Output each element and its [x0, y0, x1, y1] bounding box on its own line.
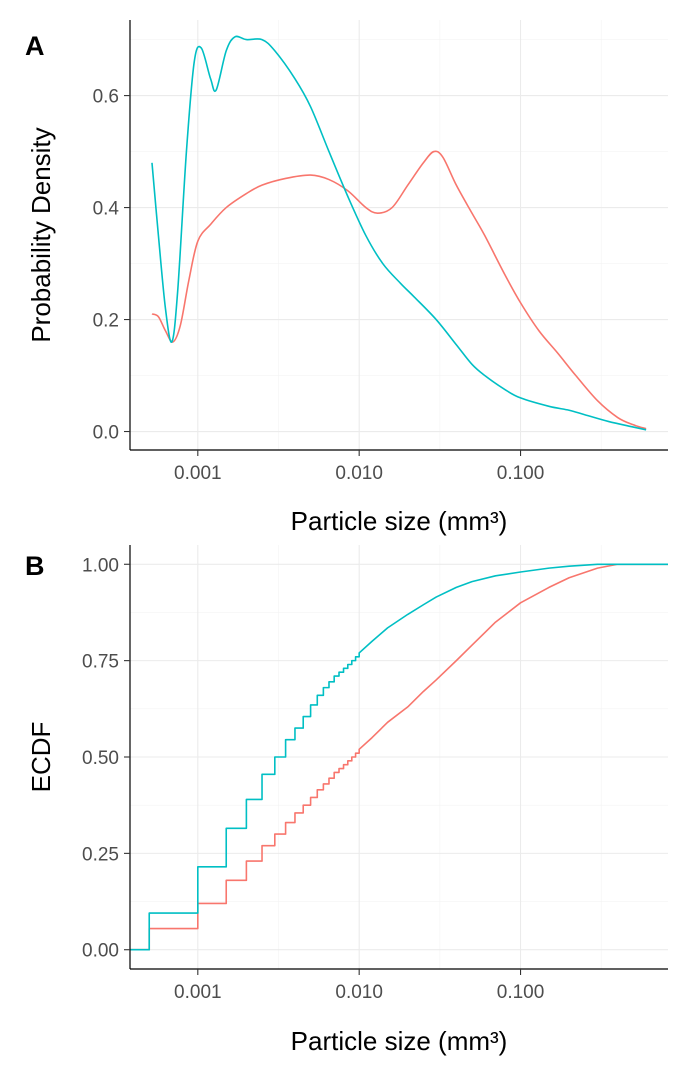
ecdf-y-tick-label: 0.00 — [82, 941, 119, 962]
ecdf-ticks: 0.001 0.010 0.100 0.00 0.25 0.50 0.75 1.00 — [82, 555, 544, 1003]
density-x-axis-title: Particle size (mm³) — [291, 506, 508, 536]
ecdf-curves — [130, 563, 668, 951]
density-panel: A 0.001 0.010 0.100 0.0 0.2 0.4 0.6 Particle s… — [25, 20, 668, 536]
ecdf-panel: B 0.001 0.010 0.100 0.00 0.25 0.50 0.75 1.00 Pa… — [25, 545, 668, 1056]
density-y-tick-label: 0.2 — [93, 311, 119, 332]
ecdf-series-red — [130, 563, 668, 951]
density-y-tick-label: 0.0 — [93, 423, 119, 444]
density-grid — [130, 20, 668, 450]
ecdf-series-teal — [130, 563, 668, 951]
ecdf-x-tick-label: 0.001 — [174, 982, 222, 1003]
density-ticks: 0.001 0.010 0.100 0.0 0.2 0.4 0.6 — [93, 87, 545, 484]
ecdf-x-tick-label: 0.100 — [497, 982, 545, 1003]
ecdf-x-axis-title: Particle size (mm³) — [291, 1026, 508, 1056]
density-x-tick-label: 0.001 — [174, 463, 222, 484]
ecdf-y-tick-label: 0.75 — [82, 652, 119, 673]
density-curves — [151, 35, 647, 431]
ecdf-x-tick-label: 0.010 — [335, 982, 383, 1003]
ecdf-grid — [130, 545, 668, 969]
ecdf-y-tick-label: 0.25 — [82, 844, 119, 865]
density-y-tick-label: 0.6 — [93, 87, 119, 108]
ecdf-y-axis-title: ECDF — [26, 722, 56, 793]
panel-b-label: B — [25, 551, 45, 581]
density-x-tick-label: 0.100 — [497, 463, 545, 484]
panel-a-label: A — [25, 31, 45, 61]
density-y-axis-title: Probability Density — [26, 127, 56, 342]
density-y-tick-label: 0.4 — [93, 199, 120, 220]
ecdf-y-tick-label: 1.00 — [82, 555, 119, 576]
ecdf-y-tick-label: 0.50 — [82, 748, 119, 769]
density-series-red — [151, 150, 647, 430]
density-series-teal — [151, 35, 647, 431]
density-x-tick-label: 0.010 — [335, 463, 383, 484]
